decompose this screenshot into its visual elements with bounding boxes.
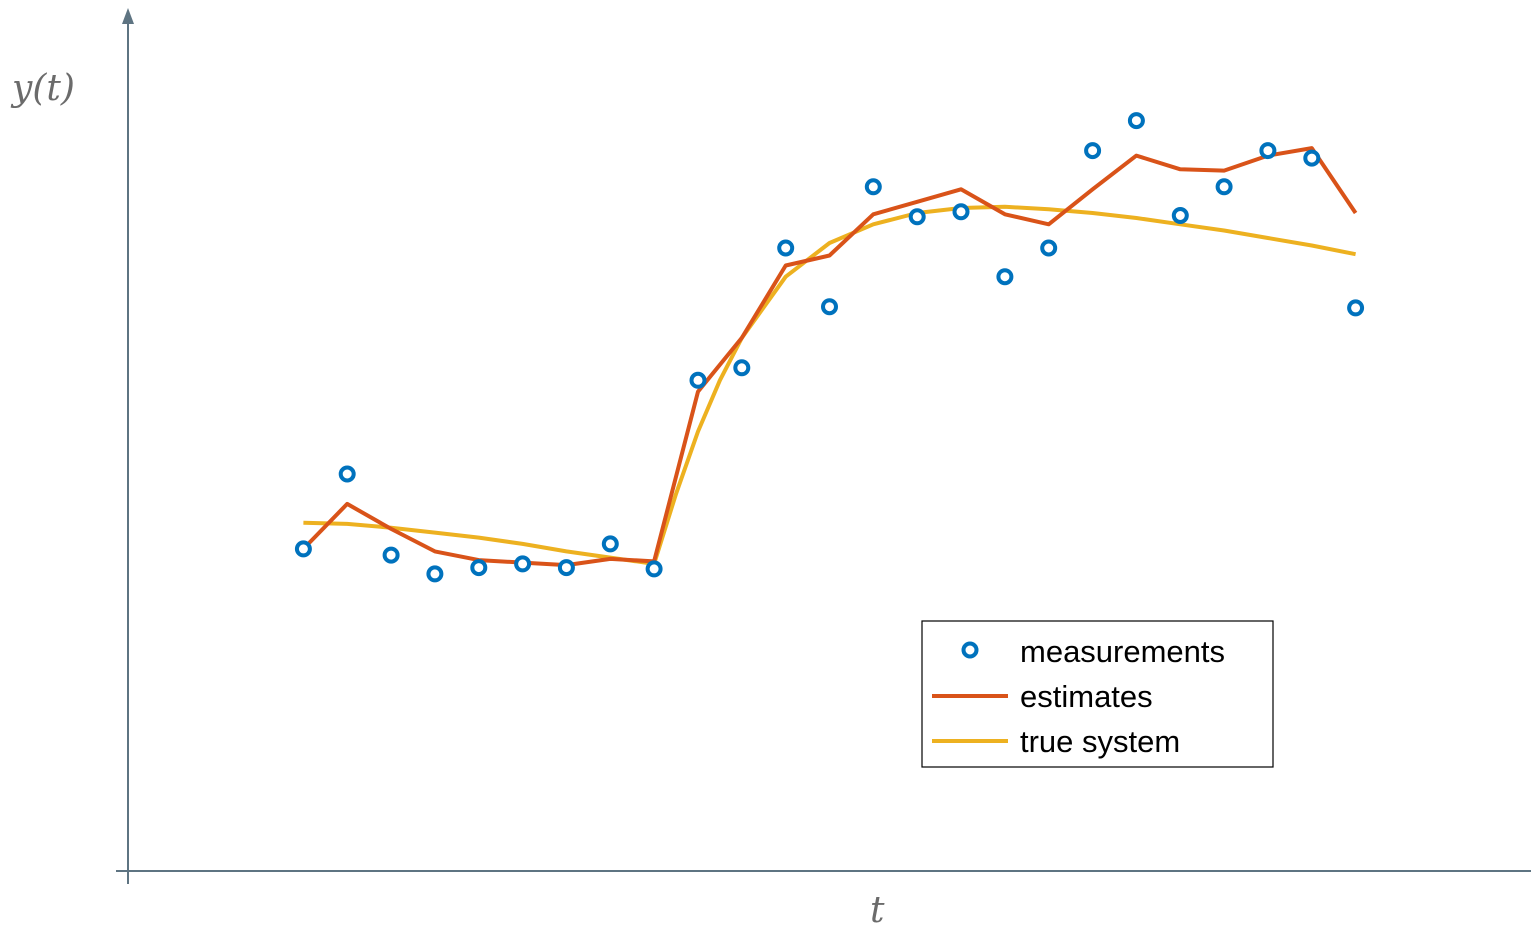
measurement-point-16 [996, 268, 1014, 286]
measurement-point-0 [294, 540, 312, 558]
measurement-point-22 [1259, 142, 1277, 160]
measurement-point-18 [1084, 142, 1102, 160]
measurement-point-21 [1215, 178, 1233, 196]
legend: measurements estimates true system [921, 620, 1274, 768]
measurement-point-1 [338, 465, 356, 483]
measurement-point-11 [777, 239, 795, 257]
measurement-point-3 [426, 565, 444, 583]
plot-area [294, 112, 1365, 583]
measurement-point-20 [1171, 207, 1189, 224]
measurement-point-13 [864, 178, 882, 196]
measurement-point-17 [1040, 239, 1058, 257]
measurement-point-9 [689, 371, 707, 389]
measurement-point-5 [514, 555, 532, 573]
legend-label-measurements: measurements [1020, 634, 1225, 669]
legend-label-estimates: estimates [1020, 679, 1153, 714]
measurement-point-12 [821, 298, 838, 316]
measurement-point-4 [470, 559, 488, 577]
measurement-point-8 [645, 560, 663, 578]
measurement-point-14 [908, 208, 926, 226]
axes [116, 8, 1531, 884]
x-axis-label: t [870, 890, 885, 930]
legend-label-true-system: true system [1020, 724, 1180, 759]
measurement-point-10 [733, 359, 751, 377]
y-axis-label: y(t) [10, 68, 75, 109]
series-line-true-system [303, 204, 1356, 566]
measurement-point-7 [601, 535, 619, 553]
measurement-point-19 [1127, 112, 1145, 130]
measurement-point-15 [952, 203, 970, 221]
measurement-point-24 [1347, 299, 1365, 317]
y-axis-arrowhead [122, 8, 134, 24]
measurement-point-23 [1303, 149, 1321, 167]
measurement-point-6 [557, 559, 575, 577]
series-line-estimates [301, 146, 1358, 568]
measurement-point-2 [382, 546, 400, 564]
legend-marker-measurements [961, 641, 979, 659]
